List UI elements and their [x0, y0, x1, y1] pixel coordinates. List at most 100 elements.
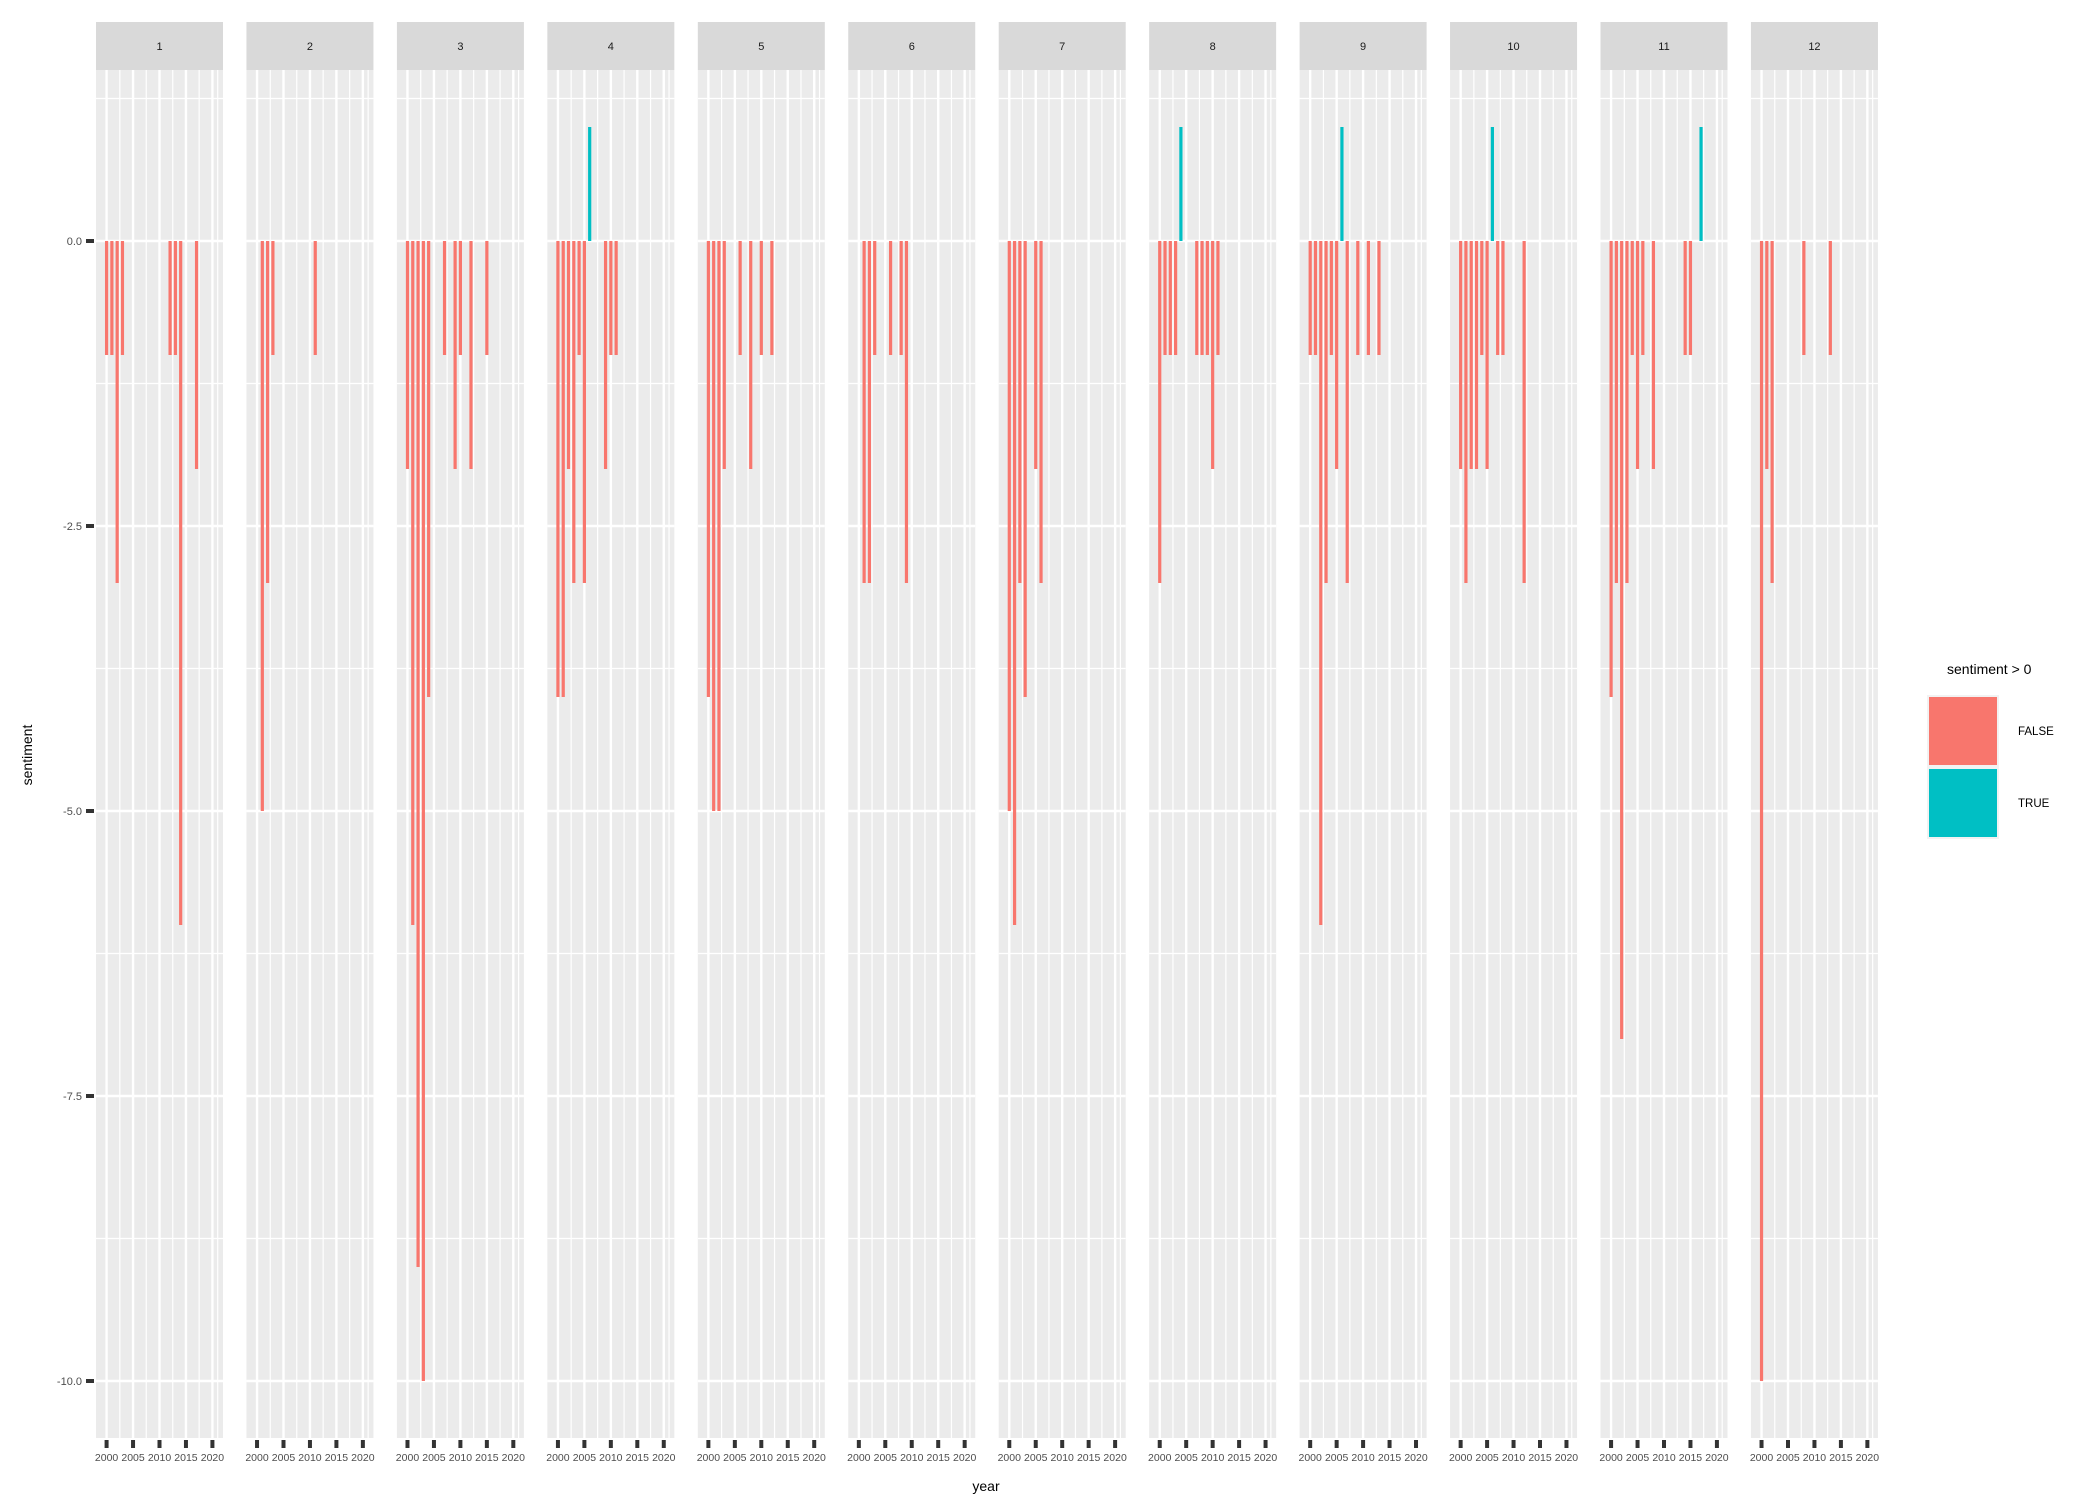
y-tick-label: -7.5 [63, 1091, 82, 1103]
bar [1490, 127, 1494, 241]
x-tick-label: 2020 [1254, 1452, 1278, 1464]
bar [1651, 241, 1656, 469]
x-tick-label: 2005 [1175, 1452, 1199, 1464]
bar [1023, 241, 1027, 697]
bar [899, 241, 903, 355]
facet-panel-3: 3 2000 2005 2010 2015 2020 [396, 22, 525, 1464]
bar [1770, 241, 1774, 583]
bar [609, 241, 613, 355]
bar [1345, 241, 1349, 583]
bar [1211, 241, 1215, 469]
bar [1034, 241, 1038, 469]
facet-strip-label: 11 [1658, 41, 1669, 53]
x-tick-label: 2000 [847, 1452, 871, 1464]
x-tick-label: 2010 [1351, 1452, 1375, 1464]
bar [867, 241, 872, 583]
bar [313, 241, 317, 355]
bar [1480, 241, 1484, 355]
facet-panel-11: 11 2000 2005 2010 2015 2020 [1599, 22, 1729, 1464]
bar [561, 241, 565, 697]
x-tick-label: 2010 [1051, 1452, 1075, 1464]
x-tick-label: 2000 [245, 1452, 269, 1464]
x-tick-label: 2020 [652, 1452, 676, 1464]
x-tick-label: 2005 [1475, 1452, 1499, 1464]
x-tick-label: 2020 [1404, 1452, 1428, 1464]
facet-strip-label: 12 [1808, 41, 1820, 53]
x-tick-label: 2015 [776, 1452, 800, 1464]
facet-strip [1600, 22, 1728, 70]
x-tick-label: 2000 [95, 1452, 119, 1464]
bar [411, 241, 415, 925]
facet-panel-8: 8 2000 2005 2010 2015 2020 [1148, 22, 1277, 1464]
bar [1377, 241, 1381, 355]
x-tick-label: 2005 [874, 1452, 898, 1464]
facet-panel-9: 9 2000 2005 2010 2015 2020 [1299, 22, 1428, 1464]
bar [1012, 241, 1017, 925]
bar [1765, 241, 1769, 469]
x-tick-label: 2020 [502, 1452, 526, 1464]
x-tick-label: 2020 [1555, 1452, 1579, 1464]
facet-panel-4: 4 2000 2005 2010 2015 2020 [546, 22, 676, 1464]
bar [442, 241, 447, 355]
bar [888, 241, 893, 355]
bar [582, 241, 586, 583]
x-tick-label: 2000 [1599, 1452, 1623, 1464]
x-tick-label: 2000 [1449, 1452, 1473, 1464]
x-tick-label: 2015 [1378, 1452, 1402, 1464]
bar [712, 241, 716, 811]
bar [120, 241, 125, 355]
facet-strip [998, 22, 1126, 70]
facet-strip-label: 9 [1360, 41, 1366, 53]
x-tick-label: 2010 [750, 1452, 774, 1464]
bar [427, 241, 431, 697]
bar [421, 241, 425, 1381]
y-axis-title: sentiment [19, 725, 35, 786]
bar [556, 241, 560, 697]
bar [168, 241, 172, 355]
x-tick-label: 2015 [927, 1452, 951, 1464]
legend: sentiment > 0 FALSE TRUE [1927, 661, 2054, 839]
facet-strip-label: 1 [156, 41, 162, 53]
x-tick-label: 2020 [803, 1452, 827, 1464]
bar [1329, 241, 1333, 355]
facet-panel-12: 12 2000 2005 2010 2015 2020 [1750, 22, 1879, 1464]
facet-strip-label: 10 [1507, 41, 1519, 53]
x-tick-label: 2005 [573, 1452, 597, 1464]
x-tick-label: 2010 [148, 1452, 172, 1464]
bar [770, 241, 774, 355]
bar [904, 241, 909, 583]
bar [1366, 241, 1370, 355]
bar [1163, 241, 1167, 355]
bar [749, 241, 753, 469]
x-tick-label: 2015 [1679, 1452, 1703, 1464]
y-tick-label: -10.0 [57, 1376, 82, 1388]
x-tick-label: 2015 [1528, 1452, 1552, 1464]
bar [1699, 127, 1703, 241]
x-tick-label: 2005 [723, 1452, 747, 1464]
bar [1614, 241, 1618, 583]
bar [104, 241, 109, 355]
x-tick-label: 2020 [201, 1452, 225, 1464]
bar [1018, 241, 1022, 583]
facet-strip-label: 8 [1210, 41, 1216, 53]
legend-keys: FALSE TRUE [1927, 695, 2054, 839]
bar [717, 241, 721, 811]
bar [1620, 241, 1624, 1039]
bar [1469, 241, 1473, 469]
bar [110, 241, 114, 355]
x-tick-label: 2010 [298, 1452, 322, 1464]
bar [405, 241, 410, 469]
facet-strip [246, 22, 374, 70]
legend-entry-label: FALSE [2018, 726, 2054, 738]
facet-strip [848, 22, 976, 70]
x-tick-label: 2000 [1299, 1452, 1323, 1464]
bar [1759, 241, 1764, 1381]
bar [588, 127, 592, 241]
facet-strip [96, 22, 223, 70]
x-tick-label: 2010 [449, 1452, 473, 1464]
x-tick-label: 2005 [272, 1452, 296, 1464]
x-tick-label: 2015 [1077, 1452, 1101, 1464]
